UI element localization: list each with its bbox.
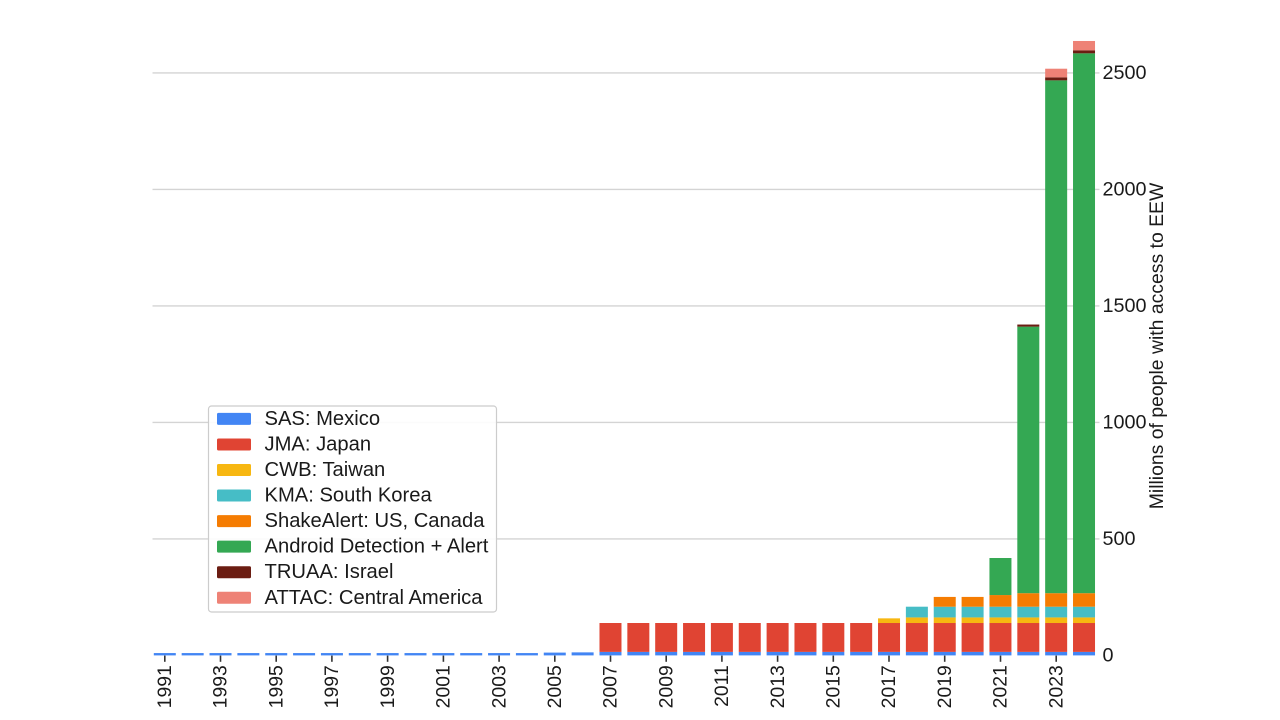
svg-text:1991: 1991 (154, 665, 176, 708)
svg-text:JMA: Japan: JMA: Japan (265, 433, 372, 455)
svg-text:2000: 2000 (1103, 178, 1147, 200)
svg-text:ATTAC: Central America: ATTAC: Central America (265, 587, 484, 609)
svg-text:1500: 1500 (1103, 295, 1147, 317)
svg-text:Millions of people with access: Millions of people with access to EEW (1146, 182, 1168, 509)
svg-text:1995: 1995 (265, 665, 287, 708)
svg-text:SAS: Mexico: SAS: Mexico (265, 408, 381, 430)
svg-text:2005: 2005 (544, 665, 566, 708)
svg-text:Android Detection + Alert: Android Detection + Alert (265, 536, 489, 558)
svg-text:2023: 2023 (1045, 665, 1067, 708)
svg-text:CWB: Taiwan: CWB: Taiwan (265, 459, 386, 481)
svg-text:2003: 2003 (488, 665, 510, 708)
svg-text:500: 500 (1103, 528, 1136, 550)
svg-text:0: 0 (1103, 644, 1114, 666)
svg-text:1993: 1993 (210, 665, 232, 708)
svg-text:1997: 1997 (321, 665, 343, 708)
svg-text:2001: 2001 (433, 665, 455, 708)
svg-text:2009: 2009 (655, 665, 677, 708)
svg-text:2019: 2019 (934, 665, 956, 708)
svg-text:ShakeAlert: US, Canada: ShakeAlert: US, Canada (265, 510, 486, 532)
svg-text:2015: 2015 (823, 665, 845, 708)
svg-text:2021: 2021 (990, 665, 1012, 708)
svg-text:TRUAA: Israel: TRUAA: Israel (265, 561, 394, 583)
svg-text:2500: 2500 (1103, 62, 1147, 84)
svg-text:2017: 2017 (878, 665, 900, 708)
svg-text:1999: 1999 (377, 665, 399, 708)
svg-text:1000: 1000 (1103, 411, 1147, 433)
svg-text:2011: 2011 (711, 665, 733, 707)
svg-text:KMA: South Korea: KMA: South Korea (265, 485, 433, 507)
svg-text:2013: 2013 (767, 665, 789, 708)
svg-text:2007: 2007 (600, 665, 622, 708)
